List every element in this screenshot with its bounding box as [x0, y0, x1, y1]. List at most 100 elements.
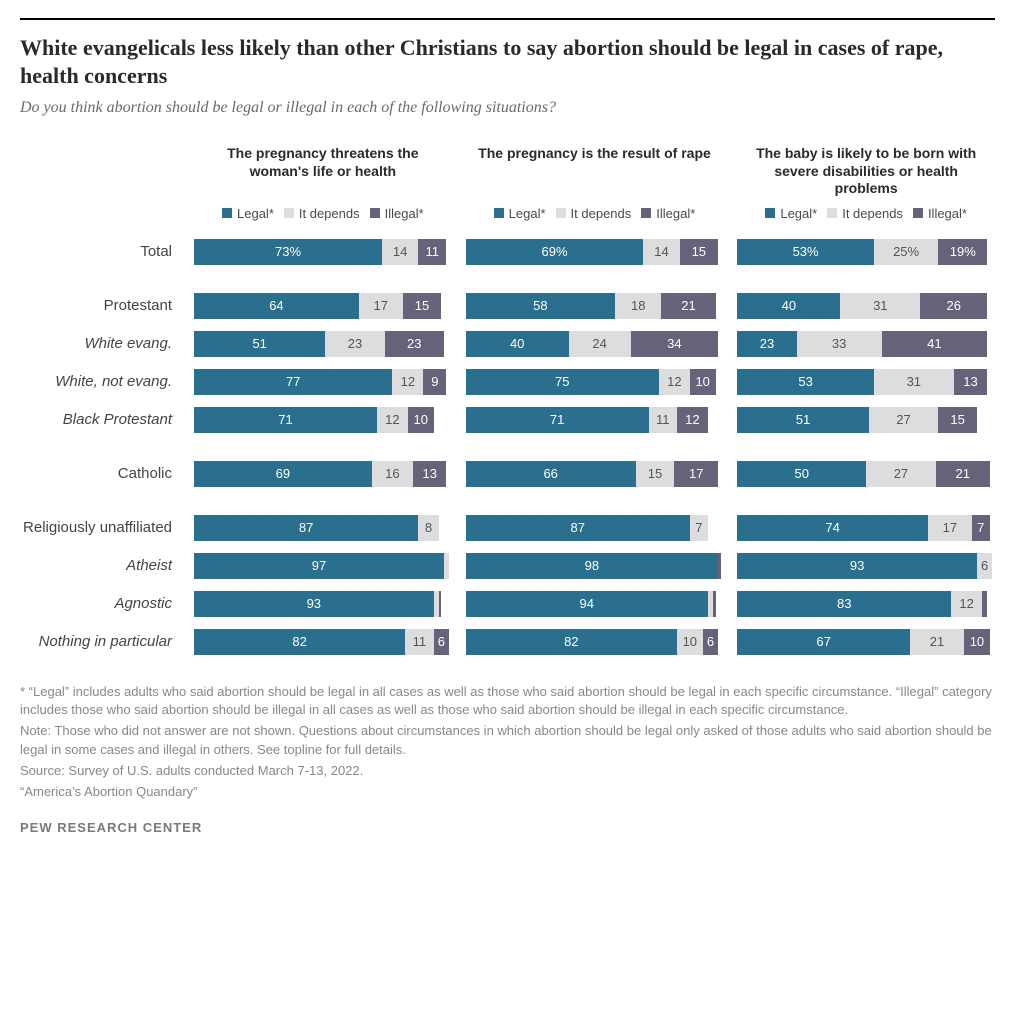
bar-segment: 12 [659, 369, 690, 395]
bar-value: 69% [542, 244, 568, 259]
source-line: Source: Survey of U.S. adults conducted … [20, 762, 995, 781]
bar-value: 53 [798, 374, 812, 389]
bar-segment: 21 [661, 293, 715, 319]
stacked-bar: 82106 [466, 629, 724, 655]
bar-value: 27 [894, 466, 908, 481]
bar-segment: 58 [466, 293, 615, 319]
stacked-bar: 98 [466, 553, 724, 579]
bar-value: 19% [950, 244, 976, 259]
bar-value: 11 [656, 412, 670, 427]
bar-segment: 93 [737, 553, 977, 579]
bar-segment: 15 [680, 239, 719, 265]
bar-segment: 10 [964, 629, 990, 655]
bar-value: 23 [348, 336, 362, 351]
bar-segment: 9 [423, 369, 446, 395]
swatch-legal [765, 208, 775, 218]
bar-segment [982, 591, 987, 617]
bar-value: 71 [550, 412, 564, 427]
bar-segment: 14 [643, 239, 679, 265]
bar-value: 17 [374, 298, 388, 313]
bar-value: 15 [692, 244, 706, 259]
bar-value: 11 [413, 634, 427, 649]
bar-segment: 8 [418, 515, 439, 541]
bar-segment: 82 [194, 629, 405, 655]
bar-segment: 21 [936, 461, 990, 487]
stacked-bar: 402434 [466, 331, 724, 357]
swatch-illegal [913, 208, 923, 218]
bar-segment: 15 [636, 461, 675, 487]
bar-segment: 12 [677, 407, 708, 433]
stacked-bar: 82 11 6 [194, 629, 452, 655]
row-label: Protestant [20, 297, 180, 314]
bar-segment: 14 [382, 239, 418, 265]
bar-value: 13 [963, 374, 977, 389]
row-label: Nothing in particular [20, 633, 180, 650]
bar-segment: 12 [377, 407, 408, 433]
bar-value: 15 [648, 466, 662, 481]
legend-illegal-label: Illegal* [656, 206, 695, 221]
swatch-depends [556, 208, 566, 218]
bar-segment: 17 [928, 515, 972, 541]
bar-segment: 98 [466, 553, 719, 579]
swatch-legal [222, 208, 232, 218]
legend-depends: It depends [284, 206, 360, 221]
data-row: Nothing in particular8211682106672110 [20, 629, 995, 655]
bar-segment: 69% [466, 239, 644, 265]
bar-segment: 69 [194, 461, 372, 487]
row-label: Black Protestant [20, 411, 180, 428]
bar-value: 23 [760, 336, 774, 351]
row-label: Total [20, 243, 180, 260]
bar-segment: 6 [434, 629, 449, 655]
bar-segment: 66 [466, 461, 636, 487]
row-label: Religiously unaffiliated [20, 519, 180, 536]
legend-illegal: Illegal* [641, 206, 695, 221]
legend: Legal* It depends Illegal* [194, 206, 452, 221]
bar-value: 33 [832, 336, 846, 351]
stacked-bar: 94 [466, 591, 724, 617]
bar-segment: 10 [408, 407, 434, 433]
bar-value: 11 [426, 244, 440, 259]
bar-segment: 27 [866, 461, 936, 487]
bar-segment: 10 [690, 369, 716, 395]
bar-segment: 12 [951, 591, 982, 617]
bar-segment: 51 [194, 331, 325, 357]
bar-segment: 71 [194, 407, 377, 433]
bar-value: 34 [667, 336, 681, 351]
bar-value: 12 [667, 374, 681, 389]
bar-value: 66 [543, 466, 557, 481]
data-row: White, not evang.77129751210533113 [20, 369, 995, 395]
bar-segment: 67 [737, 629, 910, 655]
data-row: Protestant641715581821403126 [20, 293, 995, 319]
legend-depends: It depends [827, 206, 903, 221]
bar-value: 15 [950, 412, 964, 427]
legends-row: Legal* It depends Illegal* Legal* It dep… [20, 206, 995, 221]
bar-value: 7 [977, 520, 984, 535]
bar-segment: 50 [737, 461, 866, 487]
legend-legal-label: Legal* [237, 206, 274, 221]
bar-segment [713, 591, 716, 617]
data-row: Catholic691613661517502721 [20, 461, 995, 487]
legend: Legal* It depends Illegal* [466, 206, 724, 221]
bar-segment [444, 553, 449, 579]
stacked-bar: 512715 [737, 407, 995, 433]
bar-segment: 53 [737, 369, 874, 395]
legend-legal: Legal* [765, 206, 817, 221]
bar-segment: 25% [874, 239, 938, 265]
bar-value: 75 [555, 374, 569, 389]
bar-segment: 23 [385, 331, 444, 357]
column-headers: The pregnancy threatens the woman's life… [20, 145, 995, 198]
bar-segment: 40 [466, 331, 569, 357]
legend: Legal* It depends Illegal* [737, 206, 995, 221]
bar-value: 93 [307, 596, 321, 611]
bar-value: 12 [685, 412, 699, 427]
stacked-bar: 23 33 41 [737, 331, 995, 357]
bar-value: 82 [564, 634, 578, 649]
bar-segment: 15 [938, 407, 977, 433]
bar-value: 12 [959, 596, 973, 611]
stacked-bar: 77129 [194, 369, 452, 395]
footnote-asterisk: * “Legal” includes adults who said abort… [20, 683, 995, 721]
stacked-bar: 51 23 23 [194, 331, 452, 357]
bar-value: 17 [689, 466, 703, 481]
bar-segment: 12 [392, 369, 423, 395]
bar-value: 41 [927, 336, 941, 351]
